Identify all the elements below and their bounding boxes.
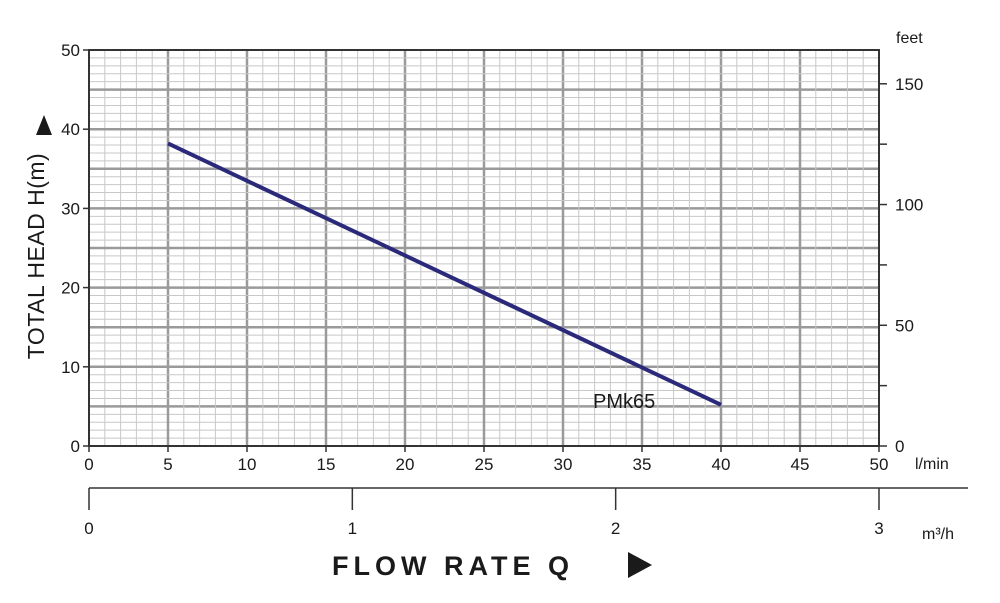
x-axis-title: FLOW RATE Q bbox=[332, 551, 652, 581]
y-axis-right-unit: feet bbox=[896, 30, 923, 47]
x2-tick-label: 1 bbox=[348, 519, 357, 538]
y-axis-left: 0 10 20 30 40 50 bbox=[61, 41, 89, 456]
y2-tick-label: 50 bbox=[895, 316, 914, 335]
y-tick-label: 50 bbox=[61, 41, 80, 60]
x-tick-label: 50 bbox=[870, 455, 889, 474]
x-tick-label: 45 bbox=[791, 455, 810, 474]
x-axis-arrow-icon bbox=[628, 552, 652, 578]
x2-tick-label: 0 bbox=[84, 519, 93, 538]
x-tick-label: 10 bbox=[238, 455, 257, 474]
y-tick-label: 20 bbox=[61, 279, 80, 298]
series-layer: PMk65 bbox=[167, 141, 722, 413]
x-tick-label: 5 bbox=[163, 455, 172, 474]
x-tick-label: 25 bbox=[475, 455, 494, 474]
y2-tick-label: 0 bbox=[895, 437, 904, 456]
y2-tick-label: 100 bbox=[895, 196, 923, 215]
series-label: PMk65 bbox=[593, 391, 655, 413]
svg-text:TOTAL HEAD H(m): TOTAL HEAD H(m) bbox=[23, 153, 49, 359]
x-axis-m3h: 0 1 2 3 bbox=[84, 487, 968, 538]
x-axis-lmin: 0 5 10 15 20 25 30 35 40 45 50 bbox=[84, 446, 888, 474]
y-axis-arrow-icon bbox=[36, 115, 52, 135]
y2-tick-label: 150 bbox=[895, 75, 923, 94]
x-tick-label: 30 bbox=[554, 455, 573, 474]
chart-grid bbox=[89, 50, 879, 446]
x-tick-label: 15 bbox=[317, 455, 336, 474]
x-axis-unit-lmin: l/min bbox=[915, 456, 949, 473]
x2-tick-label: 3 bbox=[874, 519, 883, 538]
x-tick-label: 0 bbox=[84, 455, 93, 474]
x-axis-unit-m3h: m³/h bbox=[922, 526, 954, 543]
y-tick-label: 10 bbox=[61, 358, 80, 377]
x-tick-label: 20 bbox=[396, 455, 415, 474]
svg-text:FLOW RATE Q: FLOW RATE Q bbox=[332, 551, 574, 581]
y-tick-label: 0 bbox=[71, 437, 80, 456]
y-axis-title: TOTAL HEAD H(m) bbox=[23, 115, 52, 359]
x2-tick-label: 2 bbox=[611, 519, 620, 538]
x-tick-label: 40 bbox=[712, 455, 731, 474]
x-tick-label: 35 bbox=[633, 455, 652, 474]
y-tick-label: 30 bbox=[61, 199, 80, 218]
y-tick-label: 40 bbox=[61, 120, 80, 139]
series-line bbox=[167, 141, 722, 407]
y-axis-right-feet: 0 50 100 150 bbox=[879, 75, 923, 456]
